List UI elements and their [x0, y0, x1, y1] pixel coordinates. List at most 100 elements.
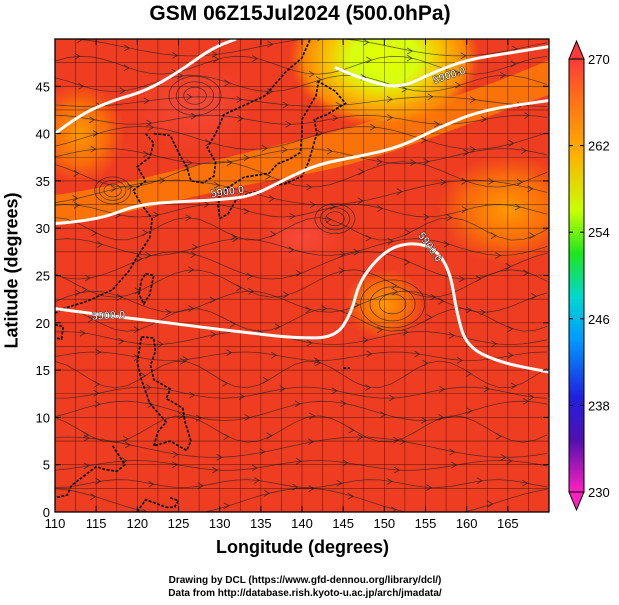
wind-arrow	[404, 258, 411, 266]
wind-arrow	[469, 146, 476, 153]
wind-arrow	[410, 159, 417, 166]
credit-drawing: Drawing by DCL (https://www.gfd-dennou.o…	[168, 575, 442, 586]
wind-arrow	[172, 451, 179, 458]
vortex-streamline	[168, 75, 222, 116]
wind-arrow	[325, 216, 332, 223]
wind-arrow	[414, 350, 421, 358]
wind-arrow	[336, 479, 343, 487]
colorbar-tick-label: 238	[588, 398, 610, 413]
wind-arrow	[87, 315, 94, 323]
wind-arrow	[185, 214, 192, 222]
wind-arrow	[147, 401, 154, 408]
wind-arrow	[283, 291, 290, 299]
coastline-segment	[136, 497, 180, 512]
wind-arrow	[521, 147, 528, 154]
wind-arrow	[453, 69, 460, 77]
wind-arrow	[268, 195, 275, 202]
wind-arrow	[263, 489, 271, 497]
wind-arrow	[469, 96, 477, 104]
y-axis-label: Latitude (degrees)	[1, 192, 22, 349]
wind-arrow	[487, 500, 494, 508]
wind-arrow	[420, 417, 428, 424]
wind-arrow	[380, 411, 387, 418]
wind-arrow	[465, 370, 472, 378]
wind-arrow	[386, 95, 393, 103]
wind-arrow	[332, 114, 339, 122]
wind-arrow	[90, 145, 97, 153]
wind-arrow	[376, 326, 384, 334]
wind-arrow	[353, 248, 360, 256]
wind-arrow	[466, 407, 473, 415]
wind-arrow	[232, 235, 239, 243]
wind-arrow	[186, 159, 193, 167]
wind-arrow	[223, 433, 230, 441]
grid-lines	[55, 39, 549, 512]
wind-arrow	[79, 329, 86, 337]
streamline	[55, 203, 548, 218]
wind-arrow	[74, 52, 81, 60]
wind-arrow	[189, 391, 196, 399]
wind-arrow	[369, 123, 377, 131]
wind-arrow	[449, 448, 456, 456]
wind-arrow	[188, 305, 195, 312]
wind-arrow	[236, 96, 243, 103]
wind-arrow	[366, 350, 373, 358]
wind-arrow	[363, 39, 370, 46]
credits: Drawing by DCL (https://www.gfd-dennou.o…	[0, 574, 610, 600]
coastline-segment	[55, 133, 155, 314]
wind-arrow	[426, 484, 433, 491]
wind-arrow	[133, 326, 140, 334]
wind-arrow	[362, 336, 369, 344]
wind-arrow	[507, 351, 514, 359]
wind-arrow	[148, 480, 155, 488]
colorbar: 230 238 246 254 262 270	[568, 39, 610, 512]
y-tick-label: 15	[36, 363, 50, 378]
contour-label: 5900.0	[91, 309, 125, 323]
wind-arrow	[190, 112, 197, 120]
wind-arrow	[178, 412, 185, 420]
coastline-segment	[153, 39, 311, 184]
wind-arrow	[510, 60, 517, 68]
contour-line	[55, 99, 549, 225]
wind-arrow	[83, 434, 90, 442]
wind-arrow	[261, 144, 268, 152]
wind-arrow	[226, 159, 233, 167]
wind-arrow	[347, 492, 354, 500]
vortex-streamline	[378, 293, 407, 315]
wind-arrow	[186, 93, 193, 101]
wind-arrow	[270, 230, 277, 238]
wind-arrow	[165, 308, 172, 316]
wind-arrow	[353, 301, 360, 309]
wind-arrow	[134, 287, 141, 295]
wind-arrow	[313, 357, 320, 364]
wind-arrow	[506, 457, 513, 465]
wind-arrow	[93, 389, 100, 397]
streamline	[55, 179, 548, 206]
wind-arrow	[499, 71, 507, 79]
streamline	[55, 400, 548, 421]
wind-arrow	[340, 400, 347, 407]
wind-arrow	[224, 79, 231, 87]
wind-arrow	[212, 55, 220, 63]
coastline-segment	[136, 336, 192, 452]
wind-arrow	[289, 212, 296, 220]
wind-arrow	[495, 432, 502, 440]
wind-arrow	[136, 255, 143, 263]
colorbar-tick-label: 254	[588, 225, 610, 240]
wind-arrow	[95, 348, 102, 356]
wind-arrow	[294, 400, 301, 408]
wind-arrow	[456, 357, 463, 364]
y-tick-label: 35	[36, 174, 50, 189]
wind-arrow	[265, 173, 272, 180]
wind-arrow	[153, 211, 160, 219]
wind-arrow	[143, 97, 150, 105]
vortex-streamline	[183, 86, 207, 105]
y-tick-label: 30	[36, 221, 50, 236]
wind-arrow	[386, 478, 393, 485]
wind-arrow	[251, 464, 258, 472]
wind-arrow	[243, 207, 250, 215]
wind-arrow	[72, 195, 79, 202]
colorbar-tick-label: 230	[588, 485, 610, 500]
y-tick-label: 20	[36, 316, 50, 331]
wind-arrow	[238, 393, 245, 400]
